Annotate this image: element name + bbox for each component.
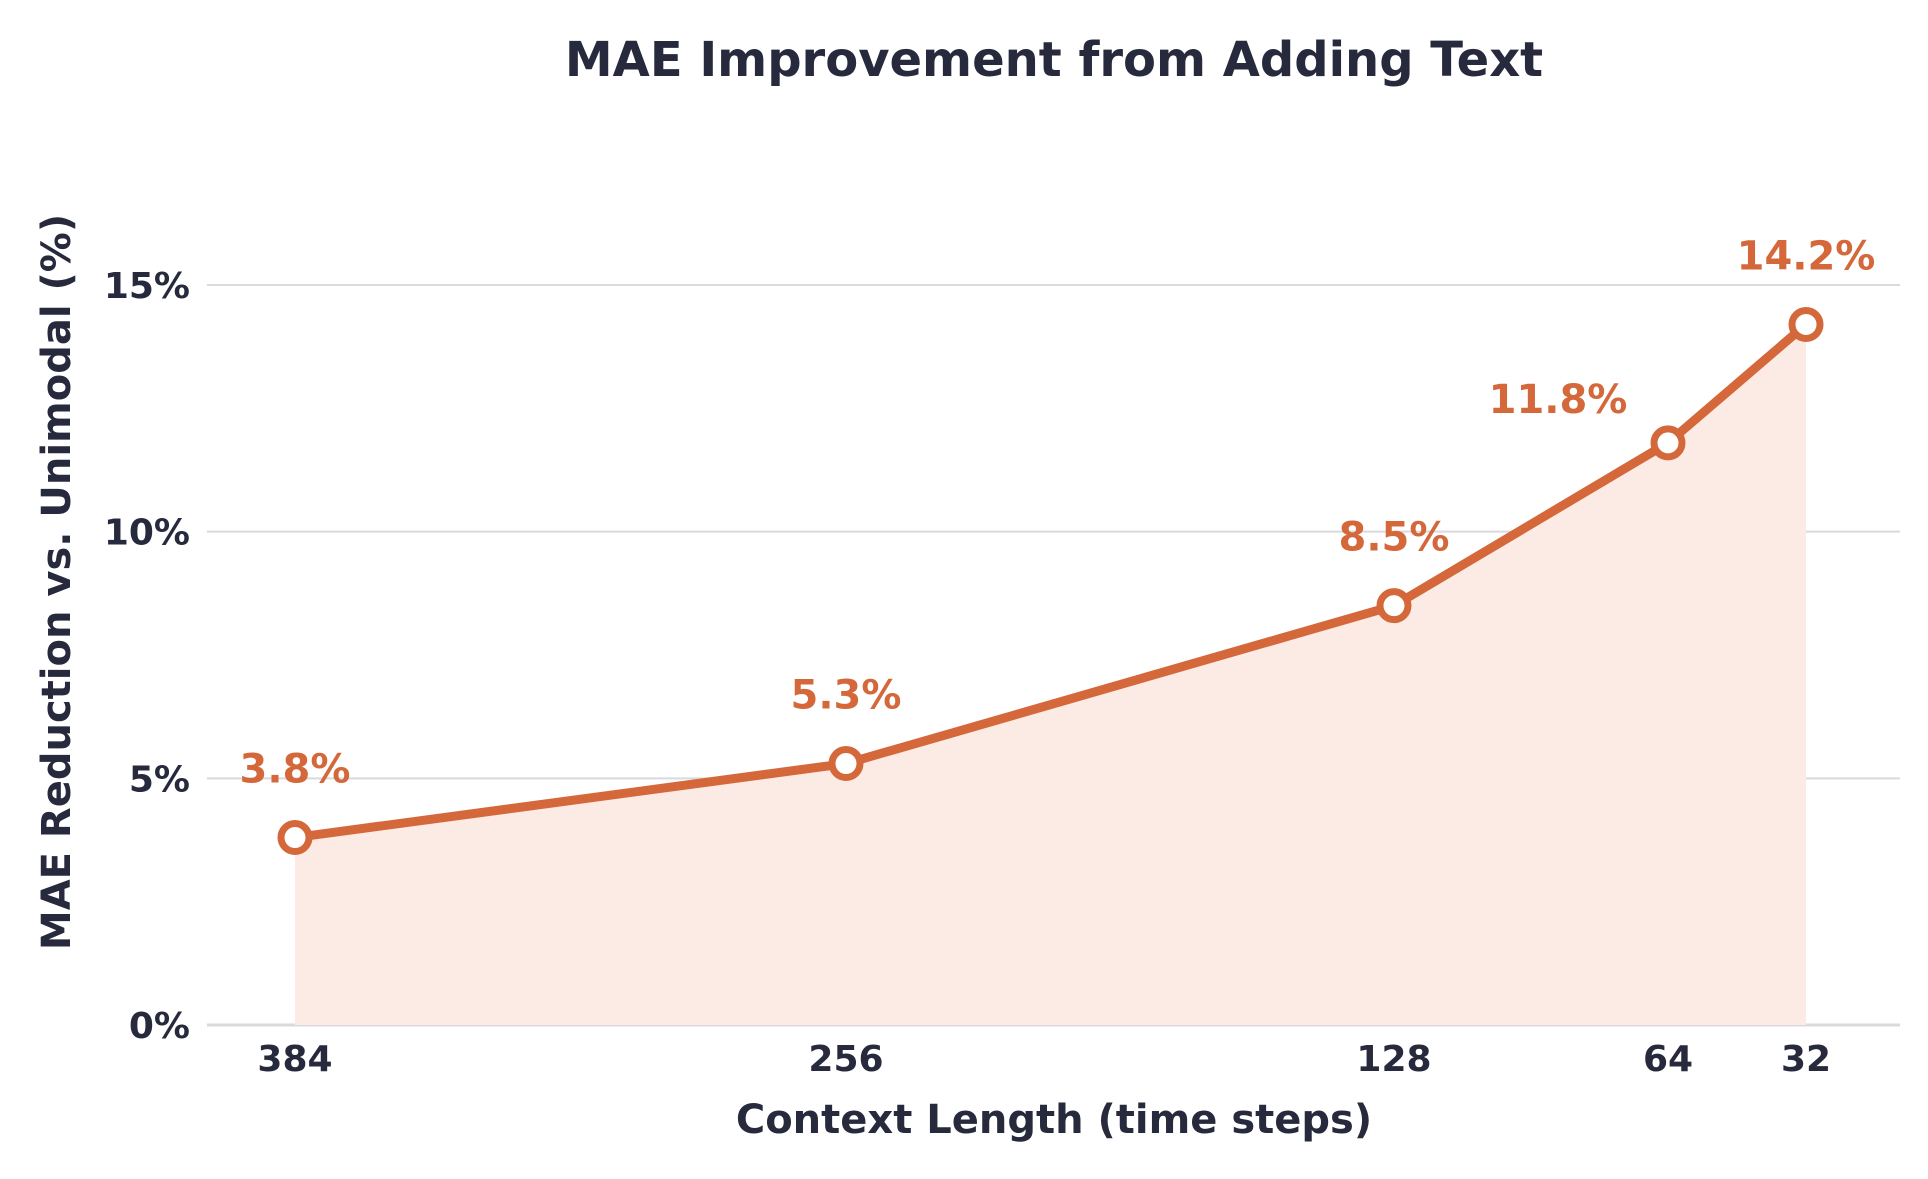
data-label: 11.8% xyxy=(1489,377,1628,423)
chart-title: MAE Improvement from Adding Text xyxy=(565,32,1543,88)
y-tick-label: 15% xyxy=(104,266,190,307)
x-tick-label: 384 xyxy=(257,1039,332,1080)
y-tick-label: 0% xyxy=(129,1006,190,1047)
data-point xyxy=(1650,425,1686,461)
data-point xyxy=(828,746,864,782)
data-point xyxy=(1788,306,1824,342)
data-labels: 3.8% 5.3% 8.5% 11.8% 14.2% xyxy=(240,233,1876,792)
data-label: 5.3% xyxy=(791,673,902,719)
x-tick-label: 128 xyxy=(1356,1039,1431,1080)
y-axis-title: MAE Reduction vs. Unimodal (%) xyxy=(34,214,80,950)
data-point xyxy=(1376,588,1412,624)
area-fill xyxy=(295,324,1806,1025)
y-tick-label: 10% xyxy=(104,513,190,554)
data-label: 14.2% xyxy=(1737,233,1876,279)
data-label: 3.8% xyxy=(240,747,351,793)
x-axis-ticks: 384 256 128 64 32 xyxy=(257,1039,1831,1080)
y-tick-label: 5% xyxy=(129,759,190,800)
y-axis-ticks: 0% 5% 10% 15% xyxy=(104,266,190,1047)
data-points xyxy=(277,306,1824,856)
series-area xyxy=(295,324,1806,1025)
data-label: 8.5% xyxy=(1339,515,1450,561)
x-tick-label: 256 xyxy=(808,1039,883,1080)
data-point xyxy=(277,820,313,856)
x-tick-label: 64 xyxy=(1643,1039,1693,1080)
x-axis-title: Context Length (time steps) xyxy=(736,1097,1372,1143)
x-tick-label: 32 xyxy=(1781,1039,1831,1080)
